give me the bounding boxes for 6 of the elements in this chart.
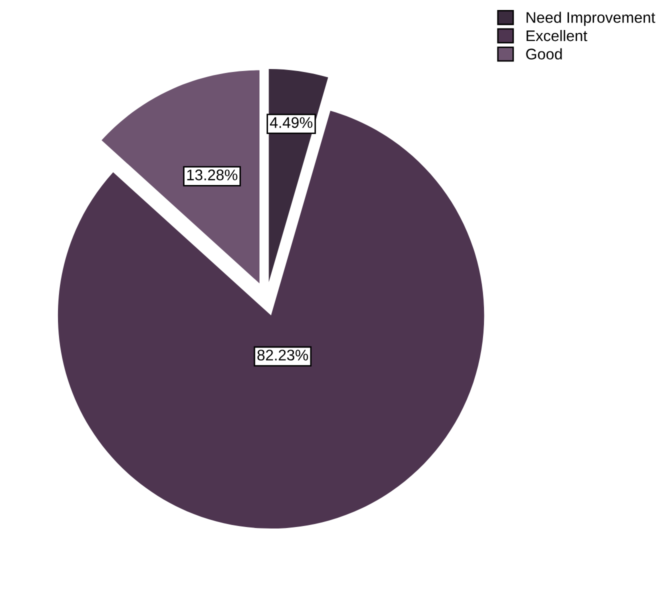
legend-label: Need Improvement (526, 12, 656, 26)
legend-label: Excellent (526, 30, 588, 42)
legend-label: Good (526, 48, 562, 60)
data-label: 82.23% (257, 350, 308, 361)
data-label: 13.28% (187, 170, 238, 180)
data-label: 4.49% (270, 117, 312, 128)
